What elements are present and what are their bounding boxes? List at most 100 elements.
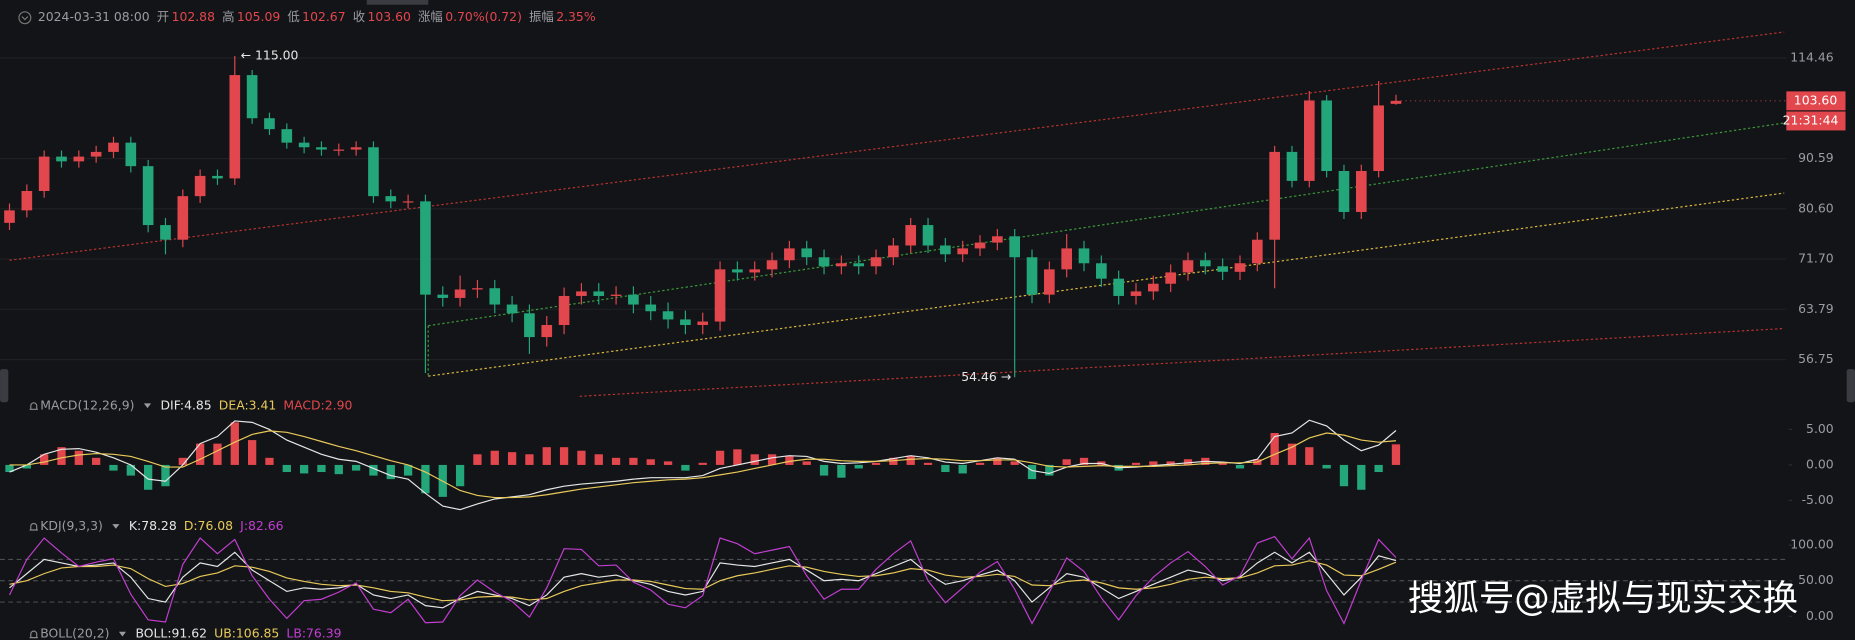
plot-layer: 114.46 90.59 80.60 71.70 63.79 56.75 2024-03-3…	[0, 9, 1846, 640]
histogram-bar	[1149, 461, 1158, 465]
histogram-bar	[178, 457, 187, 465]
candle-body	[593, 291, 605, 296]
histogram-bar	[889, 457, 898, 465]
info-label: 收	[353, 9, 365, 24]
histogram-bar	[57, 447, 66, 465]
candle-body	[437, 294, 449, 298]
histogram-bar	[265, 457, 274, 465]
histogram-bar	[1374, 464, 1383, 473]
candle-body	[853, 263, 865, 267]
candle-body	[142, 166, 154, 226]
histogram-bar	[993, 457, 1002, 465]
candle-body	[870, 257, 882, 267]
candle-body	[749, 269, 761, 273]
candle-body	[298, 142, 310, 148]
candle-body	[1078, 248, 1090, 264]
indicator-line	[9, 551, 1397, 609]
info-value: 103.60	[367, 9, 411, 24]
info-label: 低	[287, 9, 299, 24]
histogram-bar	[854, 464, 863, 469]
dropdown-icon	[143, 403, 152, 409]
candle-body	[246, 75, 258, 119]
histogram-bar	[871, 462, 881, 465]
candle-body	[194, 175, 206, 197]
y-tick-label: 80.60	[1798, 200, 1834, 215]
min-price-label: 54.46 →	[961, 369, 1011, 384]
info-label: 涨幅	[418, 9, 443, 24]
histogram-bar	[490, 450, 499, 465]
candle-body	[506, 304, 518, 314]
histogram-bar	[819, 464, 829, 476]
info-value: 102.67	[302, 9, 345, 24]
candle-body	[402, 201, 414, 203]
histogram-bar	[715, 450, 725, 465]
histogram-bar	[230, 422, 239, 465]
y-tick-label: 0.00	[1806, 608, 1834, 623]
candle-body	[56, 156, 67, 162]
histogram-bar	[507, 452, 517, 465]
candle-body	[21, 191, 33, 211]
candle-body	[1251, 239, 1263, 264]
candle-body	[472, 288, 483, 290]
histogram-bar	[403, 464, 413, 476]
histogram-bar	[1270, 432, 1279, 465]
candle-body	[1269, 151, 1280, 240]
y-tick-label: 56.75	[1798, 351, 1834, 366]
legend-entry: K:78.28	[129, 518, 177, 533]
histogram-bar	[611, 457, 621, 465]
candle-body	[1182, 260, 1194, 273]
candle-body	[229, 75, 241, 179]
candle-body	[905, 225, 917, 246]
histogram-bar	[195, 443, 205, 465]
candle-body	[281, 129, 293, 143]
candle-body	[628, 294, 639, 305]
histogram-bar	[144, 464, 153, 490]
histogram-bar	[941, 464, 950, 473]
histogram-bar	[1027, 464, 1037, 480]
watermark: 搜狐号@虚拟与现实交换	[1408, 578, 1798, 619]
legend-entry: BOLL:91.62	[135, 626, 207, 640]
y-tick-label: 100.00	[1790, 537, 1834, 552]
histogram-bar	[1357, 464, 1366, 490]
histogram-bar	[837, 464, 846, 478]
right-panel-toggle[interactable]	[1846, 369, 1855, 403]
candle-body	[1303, 100, 1315, 181]
candle-body	[1217, 266, 1228, 272]
histogram-bar	[1391, 444, 1401, 465]
histogram-bar	[22, 464, 31, 469]
histogram-bar	[906, 455, 915, 465]
histogram-bar	[1079, 457, 1089, 465]
legend-entry: UB:106.85	[214, 626, 279, 640]
candle-body	[160, 225, 171, 240]
candle-body	[420, 201, 431, 295]
scroll-handle[interactable]	[366, 0, 429, 5]
candle-body	[333, 149, 345, 151]
left-panel-toggle[interactable]	[0, 369, 9, 403]
y-tick-label: 5.00	[1806, 421, 1834, 436]
histogram-bar	[282, 464, 291, 473]
histogram-bar	[126, 464, 135, 476]
histogram-bar	[1235, 464, 1245, 469]
panel-title: BOLL(20,2)	[40, 626, 109, 640]
info-value: 102.88	[172, 9, 216, 24]
histogram-bar	[74, 450, 83, 465]
candle-body	[1355, 171, 1367, 212]
histogram-bar	[802, 461, 811, 465]
trend-line	[428, 192, 1785, 377]
candle-body	[1373, 105, 1384, 172]
histogram-bar	[525, 454, 534, 465]
histogram-bar	[542, 447, 551, 465]
candle-body	[1096, 263, 1107, 279]
candle-body	[940, 245, 951, 255]
candle-body	[125, 142, 137, 167]
trend-line	[428, 122, 1785, 327]
y-tick-label: 71.70	[1798, 251, 1834, 266]
histogram-bar	[1287, 443, 1297, 465]
histogram-bar	[785, 455, 794, 465]
info-value: 105.09	[237, 9, 281, 24]
histogram-bar	[594, 454, 603, 465]
candle-body	[454, 289, 466, 298]
candle-body	[108, 142, 119, 152]
countdown-text: 21:31:44	[1783, 112, 1839, 127]
collapse-icon[interactable]	[18, 11, 32, 25]
